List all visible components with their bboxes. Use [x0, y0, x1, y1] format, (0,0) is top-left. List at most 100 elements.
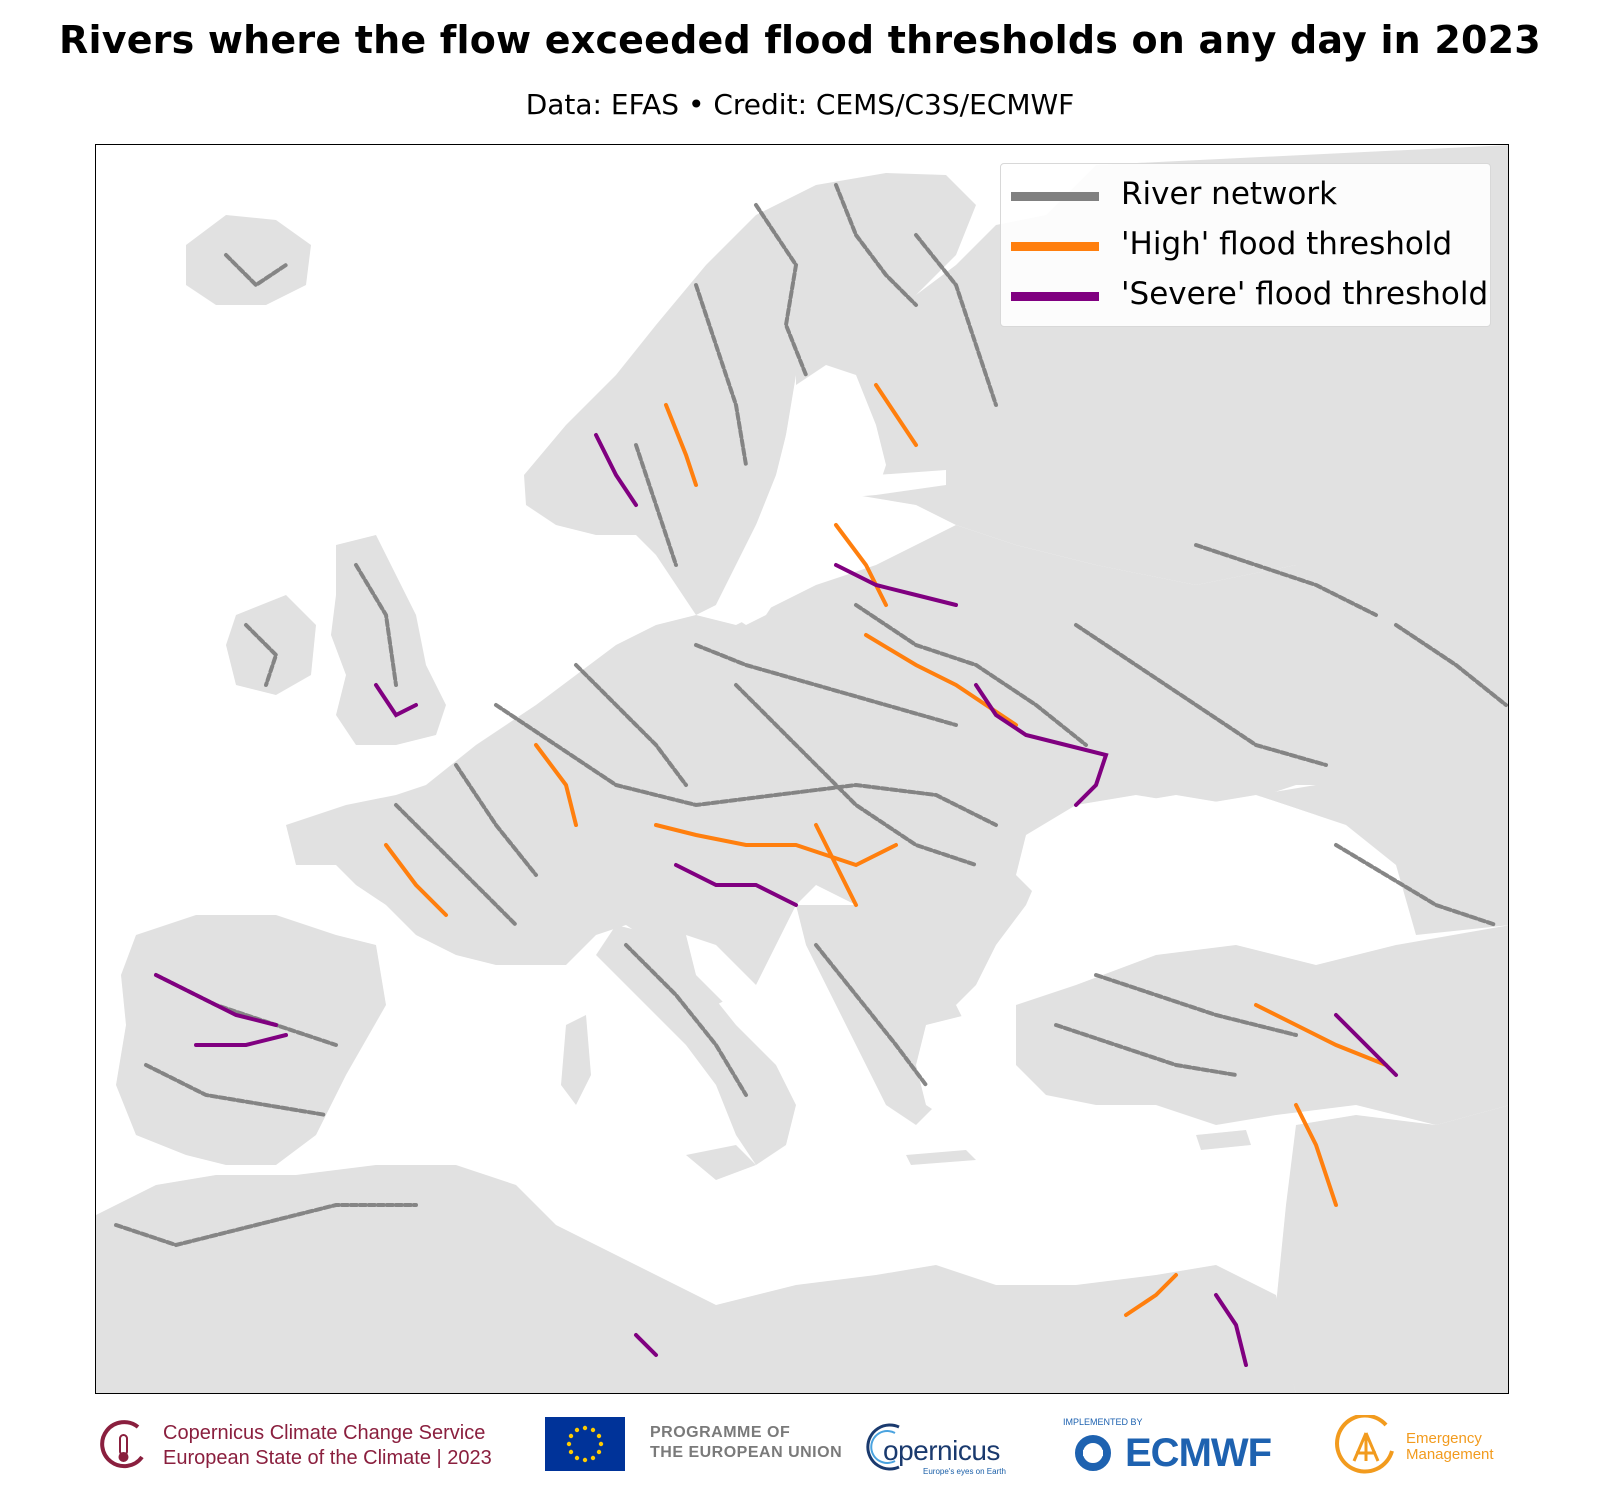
severe-river-segment: [194, 1033, 288, 1047]
high-threshold-layer: [384, 383, 1388, 1317]
black-sea: [1016, 795, 1336, 915]
legend-label: 'Severe' flood threshold: [1121, 276, 1489, 312]
river-segment: [224, 253, 288, 288]
map-legend: River network 'High' flood threshold 'Se…: [1000, 163, 1491, 327]
river-segment: [394, 803, 518, 927]
severe-river-segment: [374, 683, 418, 718]
high-river-segment: [874, 383, 918, 447]
river-segment: [694, 283, 748, 467]
c3s-logo-icon: [100, 1420, 144, 1469]
severe-river-segment: [634, 1333, 658, 1357]
ecmwf-logo: IMPLEMENTED BY ECMWF: [1063, 1417, 1283, 1479]
em-line-1: Emergency: [1406, 1430, 1482, 1447]
river-segment: [1074, 623, 1328, 767]
legend-swatch-high-threshold: [1011, 242, 1099, 251]
land-corsica: [561, 1015, 591, 1105]
river-segment: [1394, 623, 1508, 707]
c3s-logo-text: Copernicus Climate Change Service Europe…: [163, 1421, 492, 1471]
ecmwf-symbol-icon: [1075, 1435, 1111, 1471]
legend-swatch-river-network: [1011, 192, 1099, 201]
high-river-segment: [654, 823, 898, 868]
high-river-segment: [1124, 1273, 1178, 1317]
copernicus-wordmark: opernicus: [883, 1435, 1000, 1466]
river-segment: [734, 683, 978, 867]
river-network-layer: [114, 183, 1508, 1248]
legend-item-high-threshold: 'High' flood threshold: [1011, 220, 1481, 270]
eu-line-2: THE EUROPEAN UNION: [650, 1444, 843, 1461]
water-layer: [686, 365, 1336, 1125]
land-caucasus: [1256, 785, 1508, 935]
river-segment: [634, 443, 678, 567]
river-segment: [1334, 843, 1498, 927]
severe-river-segment: [674, 863, 798, 907]
severe-river-segment: [1334, 1013, 1398, 1077]
river-segment: [144, 1063, 328, 1117]
legend-swatch-severe-threshold: [1011, 292, 1099, 301]
severe-river-segment: [154, 973, 278, 1027]
map-panel: [95, 144, 1509, 1394]
land-crete: [906, 1150, 976, 1165]
baltic-sea: [716, 365, 886, 625]
high-river-segment: [834, 523, 888, 607]
land-nafrica: [96, 1165, 1296, 1393]
ecmwf-implemented-by: IMPLEMENTED BY: [1063, 1417, 1143, 1427]
river-segment: [1194, 543, 1378, 617]
river-segment: [854, 603, 1088, 747]
gulf-finland: [796, 470, 946, 500]
footer-logos: Copernicus Climate Change Service Europe…: [0, 1405, 1600, 1490]
map-svg: [96, 145, 1508, 1393]
land-levant: [1276, 1105, 1508, 1393]
river-segment: [574, 663, 688, 787]
river-segment: [834, 183, 918, 307]
severe-river-segment: [974, 683, 1109, 807]
high-river-segment: [1294, 1103, 1338, 1207]
land-iberia: [116, 915, 386, 1165]
legend-item-severe-threshold: 'Severe' flood threshold: [1011, 270, 1488, 320]
high-river-segment: [384, 843, 448, 917]
river-segment: [624, 943, 748, 1097]
chart-subtitle: Data: EFAS • Credit: CEMS/C3S/ECMWF: [525, 88, 1075, 121]
eu-line-1: PROGRAMME OF: [650, 1424, 791, 1441]
river-segment: [244, 623, 279, 687]
river-segment: [1094, 973, 1298, 1037]
high-river-segment: [814, 823, 858, 907]
river-segment: [1054, 1023, 1238, 1077]
legend-label: 'High' flood threshold: [1121, 226, 1453, 262]
severe-river-segment: [1214, 1293, 1248, 1367]
river-segment: [114, 1203, 418, 1248]
land-iceland: [186, 215, 311, 305]
land-sicily: [686, 1145, 756, 1180]
legend-label: River network: [1121, 176, 1338, 212]
aegean: [916, 1015, 996, 1125]
river-segment: [914, 233, 998, 407]
copernicus-arc-icon: [866, 1423, 900, 1471]
copernicus-logo: opernicus Europe's eyes on Earth: [865, 1415, 1025, 1477]
river-segment: [354, 563, 398, 687]
eu-programme-text: PROGRAMME OF THE EUROPEAN UNION: [650, 1423, 842, 1463]
river-segment: [754, 203, 808, 377]
high-river-segment: [1254, 1003, 1388, 1067]
c3s-line-1: Copernicus Climate Change Service: [163, 1422, 486, 1444]
land-europe: [286, 525, 1508, 1005]
legend-item-river-network: River network: [1011, 170, 1481, 220]
severe-river-segment: [834, 563, 958, 607]
severe-river-segment: [594, 433, 638, 507]
em-line-2: Management: [1406, 1446, 1494, 1463]
adriatic: [686, 935, 816, 1075]
emergency-management-text: Emergency Management: [1406, 1431, 1494, 1463]
high-river-segment: [664, 403, 698, 487]
emergency-management-logo: Emergency Management: [1334, 1413, 1504, 1483]
river-segment: [454, 763, 538, 877]
severe-threshold-layer: [154, 433, 1398, 1367]
river-segment: [814, 943, 928, 1087]
land-italy: [596, 925, 796, 1165]
river-segment: [494, 703, 998, 827]
c3s-line-2: European State of the Climate | 2023: [163, 1447, 492, 1469]
land-ireland: [226, 595, 316, 695]
land-cyprus: [1196, 1130, 1251, 1150]
river-segment: [694, 643, 958, 727]
emergency-management-icon: [1335, 1415, 1394, 1474]
land-layer: [96, 145, 1508, 1393]
ecmwf-wordmark: ECMWF: [1125, 1431, 1272, 1475]
high-river-segment: [534, 743, 578, 827]
